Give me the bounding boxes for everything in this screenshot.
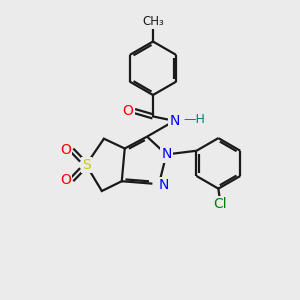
Text: O: O — [60, 173, 71, 187]
Text: —H: —H — [184, 112, 206, 126]
Text: O: O — [60, 143, 71, 157]
Text: N: N — [169, 114, 180, 128]
Text: N: N — [161, 148, 172, 161]
Text: O: O — [123, 104, 134, 118]
Text: Cl: Cl — [213, 197, 227, 211]
Text: N: N — [159, 178, 169, 192]
Text: CH₃: CH₃ — [142, 15, 164, 28]
Text: S: S — [82, 158, 91, 172]
